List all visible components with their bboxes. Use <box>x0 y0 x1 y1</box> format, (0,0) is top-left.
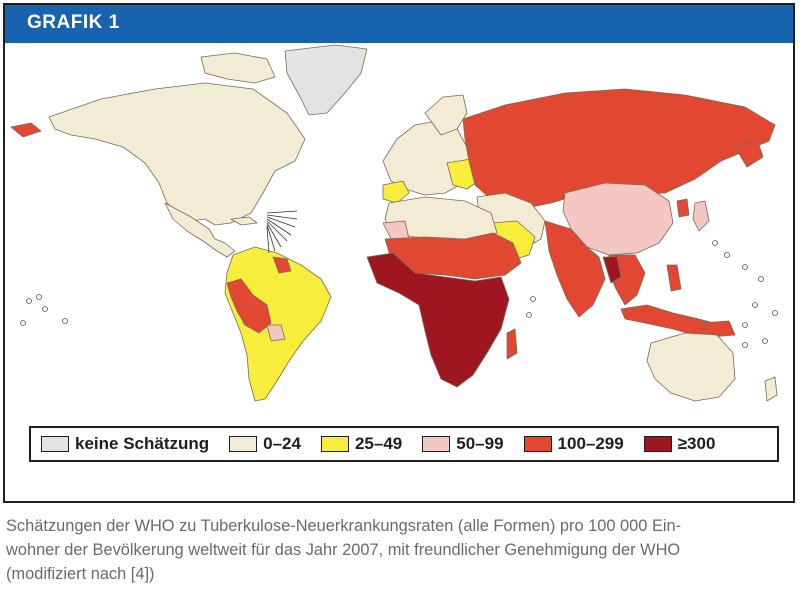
japan <box>692 200 710 232</box>
legend-label: 50–99 <box>456 434 504 453</box>
legend-item-0-24: 0–24 <box>229 434 301 454</box>
guyana <box>272 256 292 274</box>
south-america <box>224 246 332 402</box>
mexico-central-america <box>164 202 236 258</box>
peru-bolivia <box>226 278 272 334</box>
legend-label: 100–299 <box>557 434 624 453</box>
caption-line: (modifiziert nach [4]) <box>6 565 155 583</box>
legend-label: 0–24 <box>263 434 301 453</box>
scandinavia <box>424 94 468 136</box>
legend-label: 25–49 <box>354 434 403 453</box>
russia <box>462 88 776 210</box>
iberia <box>382 180 410 204</box>
world-map <box>5 43 793 411</box>
korea <box>676 198 690 218</box>
new-zealand <box>764 376 778 402</box>
legend-item-50-99: 50–99 <box>422 434 504 454</box>
figure-frame: GRAFIK 1 <box>3 3 795 503</box>
papua <box>700 320 736 338</box>
legend-swatch <box>229 436 258 452</box>
north-america <box>48 82 306 226</box>
world-map-svg <box>10 44 778 402</box>
figure-header: GRAFIK 1 <box>5 5 793 43</box>
legend-item-300-plus: ≥300 <box>643 434 716 454</box>
sub-saharan-africa <box>366 252 510 388</box>
legend-item-25-49: 25–49 <box>320 434 403 454</box>
philippines <box>666 264 682 292</box>
legend-swatch <box>523 436 552 452</box>
legend-label: keine Schätzung <box>75 434 210 453</box>
legend-swatch <box>422 436 451 452</box>
figure-caption: Schätzungen der WHO zu Tuberkulose-Neuer… <box>6 514 792 586</box>
india <box>544 220 606 318</box>
greenland <box>284 44 368 116</box>
australia <box>646 332 736 402</box>
legend-swatch <box>643 436 672 452</box>
alaska-tip <box>10 122 42 138</box>
figure-title: GRAFIK 1 <box>27 12 120 33</box>
legend-swatch <box>41 436 69 452</box>
kamchatka <box>734 138 764 168</box>
caption-line: Schätzungen der WHO zu Tuberkulose-Neuer… <box>6 517 682 535</box>
caribbean-hatch <box>266 210 298 254</box>
legend-swatch <box>320 436 349 452</box>
myanmar <box>602 256 622 284</box>
madagascar <box>506 328 518 360</box>
island-dots <box>20 240 778 348</box>
legend-item-no-estimate: keine Schätzung <box>41 434 209 454</box>
legend-item-100-299: 100–299 <box>523 434 624 454</box>
map-legend: keine Schätzung 0–24 25–49 50–99 100–299… <box>29 426 779 462</box>
legend-label: ≥300 <box>677 434 716 453</box>
cuba <box>230 216 258 226</box>
canada-islands <box>200 52 276 84</box>
caption-line: wohner der Bevölkerung weltweit für das … <box>6 541 681 559</box>
china <box>562 182 674 256</box>
paraguay <box>266 324 286 342</box>
